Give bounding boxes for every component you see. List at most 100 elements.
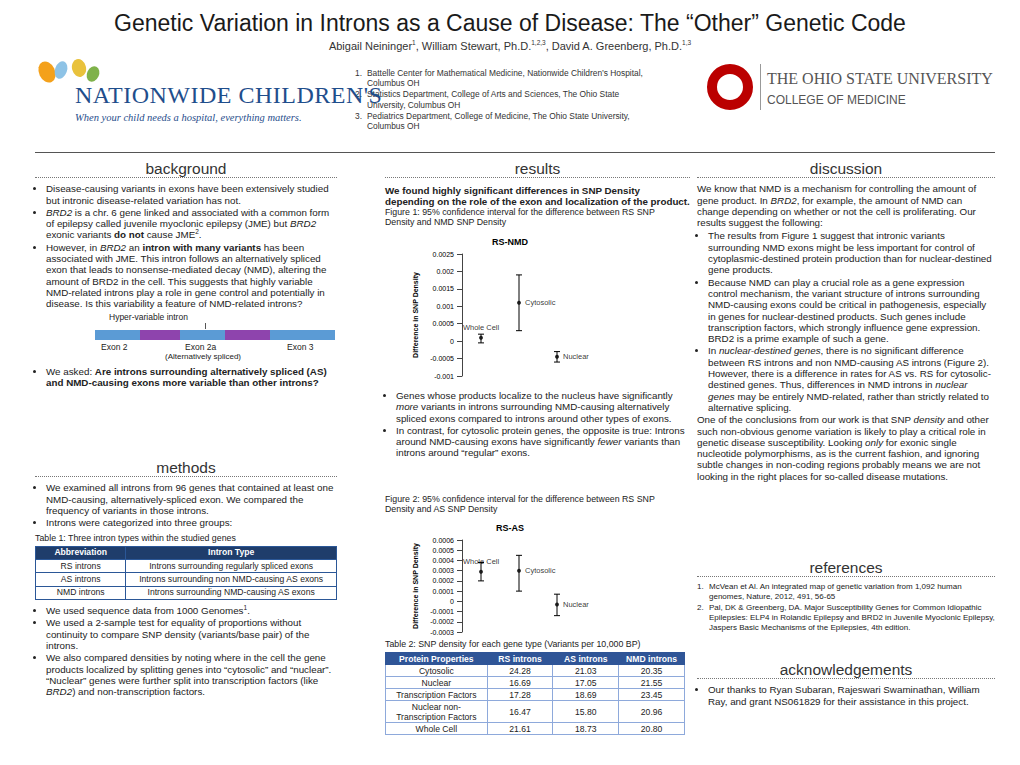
html-text:21.55: 21.55 [640, 677, 663, 688]
html-text:Disease-causing variants in ex: Disease-causing variants in exons have b… [46, 183, 329, 206]
html-text:Protein Properties: Protein Properties [399, 653, 474, 664]
svg-text:-0.001: -0.001 [434, 373, 454, 380]
html-text:21.03: 21.03 [575, 665, 597, 676]
html-text:RS introns: RS introns [498, 653, 542, 664]
html-text:16.69: 16.69 [509, 677, 531, 688]
svg-text:0.0002: 0.0002 [433, 577, 455, 584]
html-text:We know that NMD is a mechanis: We know that NMD is a mechanism for cont… [697, 183, 977, 229]
svg-text:0.0004: 0.0004 [433, 557, 455, 564]
html-text:Genetic Variation in Introns a: Genetic Variation in Introns as a Cause … [114, 10, 906, 36]
svg-text:Nuclear: Nuclear [563, 352, 589, 361]
html-text:We used sequence data from 100: We used sequence data from 1000 Genomes1… [46, 603, 250, 617]
svg-text:Cytosolic: Cytosolic [525, 298, 556, 307]
html-text:Intron Type: Intron Type [208, 547, 255, 558]
html-text:Our thanks to Ryan Subaran, Ra: Our thanks to Ryan Subaran, Rajeswari Sw… [708, 684, 980, 707]
html-text:We used a 2-sample test for eq: We used a 2-sample test for equality of … [46, 617, 310, 651]
html-text:One of the conclusions from ou: One of the conclusions from our work is … [697, 414, 989, 482]
html-text:The results from Figure 1 sugg: The results from Figure 1 suggest that i… [708, 230, 992, 276]
svg-text:RS-NMD: RS-NMD [492, 237, 528, 247]
html-text:THE OHIO STATE UNIVERSITY: THE OHIO STATE UNIVERSITY [767, 70, 993, 87]
svg-text:0.0006: 0.0006 [433, 537, 455, 544]
html-text:Table 1: Three intron types wi: Table 1: Three intron types within the s… [35, 533, 236, 544]
html-text:We examined all introns from 9: We examined all introns from 96 genes th… [46, 482, 334, 516]
html-text:In nuclear-destined genes, the: In nuclear-destined genes, there is no s… [708, 345, 991, 413]
svg-text:0.0001: 0.0001 [433, 588, 455, 595]
svg-text:0.0015: 0.0015 [433, 285, 455, 292]
html-text:Statistics Department, College: Statistics Department, College of Arts a… [367, 89, 620, 110]
html-text:24.28: 24.28 [509, 665, 531, 676]
html-text:discussion: discussion [809, 160, 883, 177]
svg-text:Cytosolic: Cytosolic [525, 566, 556, 575]
svg-text:Difference in SNP Density: Difference in SNP Density [412, 272, 420, 358]
html-text:Whole Cell: Whole Cell [415, 723, 458, 734]
html-text:Cytosolic: Cytosolic [418, 665, 454, 676]
html-text:BRD2 is a chr. 6 gene linked a: BRD2 is a chr. 6 gene linked and associa… [46, 206, 330, 230]
html-text:17.05: 17.05 [575, 677, 597, 688]
html-text:In contrast, for cytosolic pro: In contrast, for cytosolic protein genes… [396, 424, 685, 459]
svg-text:0.0005: 0.0005 [433, 547, 455, 554]
html-text:background: background [145, 160, 227, 177]
html-text:references: references [809, 559, 883, 576]
html-text:BRD2) and non-transcription fa: BRD2) and non-transcription factors. [46, 686, 205, 698]
html-text:Introns surrounding NMD-causin: Introns surrounding NMD-causing AS exons [147, 587, 315, 598]
svg-text:Whole Cell: Whole Cell [463, 557, 500, 566]
html-text:COLLEGE OF MEDICINE: COLLEGE OF MEDICINE [767, 93, 906, 107]
svg-text:0: 0 [450, 338, 454, 345]
html-text:Introns were categorized into: Introns were categorized into three grou… [46, 517, 233, 529]
html-text:When your child needs a hospit: When your child needs a hospital, everyt… [75, 112, 302, 123]
html-text:17.28: 17.28 [509, 689, 531, 700]
svg-text:RS-AS: RS-AS [496, 523, 524, 533]
html-text:exonic variants do not cause J: exonic variants do not cause JME2. [46, 228, 202, 241]
html-text:results: results [514, 160, 561, 177]
svg-text:0.0005: 0.0005 [433, 320, 455, 327]
html-text:Exon 2: Exon 2 [101, 341, 128, 352]
html-text:Introns surrounding regularly: Introns surrounding regularly spliced ex… [149, 560, 314, 571]
html-text:We also compared densities by: We also compared densities by noting whe… [46, 652, 332, 686]
html-text:20.96: 20.96 [640, 706, 663, 717]
html-text:Pal, DK & Greenberg, DA. Major: Pal, DK & Greenberg, DA. Major Susceptib… [709, 603, 995, 632]
html-text:18.69: 18.69 [575, 689, 597, 700]
html-text:However, in BRD2 an intron wit: However, in BRD2 an intron with many var… [46, 241, 327, 310]
html-text:20.35: 20.35 [640, 665, 663, 676]
html-text:Exon 2a: Exon 2a [185, 341, 217, 352]
html-text:Pediatrics Department, College: Pediatrics Department, College of Medici… [367, 110, 630, 131]
html-text:Hyper-variable intron: Hyper-variable intron [109, 311, 188, 322]
html-text:We found highly significant di: We found highly significant differences … [385, 185, 690, 208]
html-text:methods: methods [156, 459, 216, 476]
svg-text:0.0003: 0.0003 [433, 567, 455, 574]
html-text:We asked: Are introns surround: We asked: Are introns surrounding altern… [46, 365, 327, 388]
svg-text:-0.0001: -0.0001 [430, 608, 454, 615]
svg-text:-0.0005: -0.0005 [430, 355, 454, 362]
html-text:NMD introns: NMD introns [56, 587, 105, 598]
html-text:Genes whose products localize: Genes whose products localize to the nuc… [396, 390, 673, 401]
html-text:Battelle Center for Mathematic: Battelle Center for Mathematical Medicin… [367, 68, 643, 89]
svg-text:Whole Cell: Whole Cell [463, 323, 500, 332]
html-text:Figure 2: 95% confidence inter: Figure 2: 95% confidence interval for th… [385, 494, 655, 515]
svg-text:-0.0002: -0.0002 [430, 618, 454, 625]
html-text:Exon 3: Exon 3 [287, 341, 314, 352]
svg-text:Difference in SNP Density: Difference in SNP Density [412, 543, 420, 629]
html-text:Figure 1: 95% confidence inter: Figure 1: 95% confidence interval for th… [385, 207, 655, 228]
svg-text:0: 0 [450, 598, 454, 605]
svg-text:Nuclear: Nuclear [563, 600, 589, 609]
html-text:Transcription Factors: Transcription Factors [396, 689, 477, 700]
svg-text:0.002: 0.002 [436, 268, 454, 275]
html-text:more variants in introns surro: more variants in introns surrounding NMD… [396, 401, 672, 424]
html-text:Abigail Neininger1, William St: Abigail Neininger1, William Stewart, Ph.… [328, 39, 692, 52]
html-text:Abbreviation: Abbreviation [54, 547, 107, 558]
html-text:Nuclear non-Transcription Fact: Nuclear non-Transcription Factors [396, 701, 477, 722]
html-text:15.80: 15.80 [575, 706, 597, 717]
html-text:NMD introns: NMD introns [626, 653, 678, 664]
html-text:16.47: 16.47 [509, 706, 531, 717]
html-text:RS introns: RS introns [60, 560, 101, 571]
html-text:Because NMD can play a crucial: Because NMD can play a crucial role as a… [708, 276, 987, 345]
html-text:AS introns: AS introns [564, 653, 608, 664]
svg-text:0.0025: 0.0025 [433, 251, 455, 258]
html-text:acknowledgements: acknowledgements [779, 661, 913, 678]
svg-text:0.001: 0.001 [436, 303, 454, 310]
html-text:NATIONWIDE CHILDREN'S: NATIONWIDE CHILDREN'S [75, 82, 383, 108]
svg-text:-0.0003: -0.0003 [430, 629, 454, 636]
html-text:Nuclear: Nuclear [421, 677, 452, 688]
html-text:23.45: 23.45 [640, 689, 663, 700]
html-text:McVean et Al. An integrated ma: McVean et Al. An integrated map of genet… [709, 582, 962, 601]
